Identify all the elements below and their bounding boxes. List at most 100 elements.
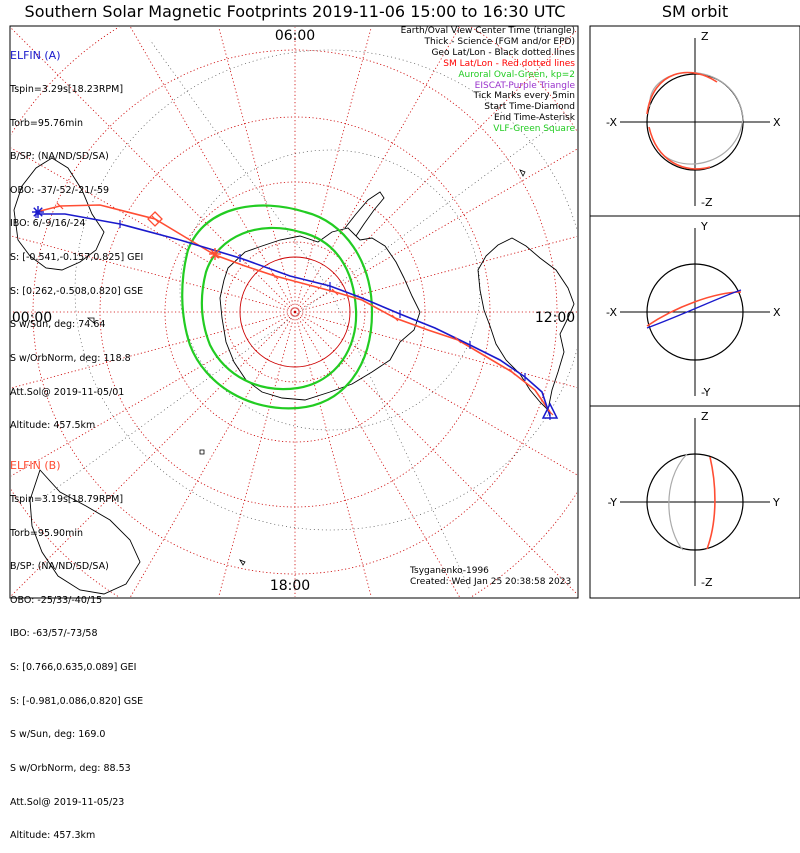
sm-meridian [11,311,296,389]
antarctica-coastline [219,227,421,401]
mlt-label-bottom: 18:00 [270,578,310,594]
sm-meridian [294,311,577,476]
elfin-orbit-yz [706,456,716,550]
elfin-orbit-xy-a [646,289,742,329]
elfin-b-tick [56,202,64,210]
elfin-a-info: ELFIN (A) Tspin=3.29s[18.23RPM] Torb=95.… [10,28,143,443]
elfin-b-info: ELFIN (B) Tspin=3.19s[18.79RPM] Torb=95.… [10,438,143,853]
elfin-b-tick [454,336,462,344]
auroral-oval [181,204,374,410]
footprint-tracks [32,202,559,420]
sm-meridian [11,147,296,313]
elfin-b-line: S: [-0.981,0.086,0.820] GSE [10,695,144,707]
elfin-b-tick [271,272,279,280]
sm-axis-label: X [773,306,781,319]
elfin-b-track [35,204,551,413]
earth-circle [646,263,744,361]
sm-orbit-title: SM orbit [661,2,729,21]
elfin-b-tick [508,368,516,376]
elfin-b-name: ELFIN (B) [10,459,61,473]
elfin-b-line: S w/Sun, deg: 169.0 [10,729,106,741]
sm-panel-2: Y -Y -X X [606,220,781,399]
elfin-a-track [36,213,551,417]
footprint-map: Z -Z -X X Y -Y -X X Z -Z -Y Y 06:00 00:00 12:00 18:… [9,25,800,599]
mlt-label-top: 06:00 [275,28,315,44]
elfin-a-line: Att.Sol@ 2019-11-05/01 [10,386,125,398]
elfin-a-line: IBO: 6/-9/16/-24 [10,218,86,230]
elfin-b-line: Tspin=3.19s[18.79RPM] [10,494,124,506]
map-frame [9,25,579,599]
australia-coastline [13,157,105,271]
sm-meridian [294,27,461,313]
legend-entry: SM Lat/Lon - Red dotted lines [443,58,575,69]
elfin-b-tick [546,408,554,416]
sm-meridian [129,27,296,313]
sm-orbit-panels: Z -Z -X X Y -Y -X X Z -Z -Y Y [606,30,781,589]
elfin-b-tick [331,288,339,296]
legend-entry: End Time-Asterisk [493,113,575,124]
start-time-diamond [147,211,163,227]
sm-axis-label: X [773,116,781,129]
legend-entry: EISCAT-Purple Triangle [474,80,575,91]
sm-axis-label: Z [701,30,709,43]
sm-panel-1: Z -Z -X X [606,30,781,209]
sm-meridian [294,311,577,388]
elfin-a-line: Altitude: 457.5km [10,420,96,432]
sm-meridian [294,27,372,313]
sm-meridian [218,311,296,597]
sm-axis-label: Y [772,496,780,509]
legend-entry: Start Time-Diamond [484,102,575,113]
mlt-label-right: 12:00 [535,310,575,326]
elfin-orbit-yz-gray [668,453,688,551]
elfin-b-tick [151,215,159,223]
sm-meridian [11,27,296,313]
elfin-a-line: S: [-0.541,-0.157,0.825] GEI [10,252,144,264]
sm-meridian [218,27,296,313]
elfin-b-line: B/SP: (NA/ND/SD/SA) [10,561,109,573]
elfin-b-tick [391,314,399,322]
elfin-a-line: Torb=95.76min [10,117,84,129]
elfin-b-line: IBO: -63/57/-73/58 [10,628,98,640]
sm-meridian [294,311,577,595]
sm-meridian [294,29,577,313]
elfin-a-line: S w/Sun, deg: 74.64 [10,319,106,331]
legend-entry: Tick Marks every 5min [473,91,575,102]
legend-entry: Geo Lat/Lon - Black dotted lines [431,47,575,58]
chart-title: Southern Solar Magnetic Footprints 2019-… [24,2,566,21]
elfin-b-line: OBO: -25/33/-40/15 [10,594,103,606]
created-date: Created: Wed Jan 25 20:38:58 2023 [410,577,572,587]
sm-meridian [294,311,372,597]
elfin-b-marker [210,249,220,259]
sm-axis-label: -X [606,306,617,319]
elfin-b-line: Altitude: 457.3km [10,830,96,842]
elfin-a-line: Tspin=3.29s[18.23RPM] [10,84,124,96]
legend-entry: Earth/Oval View Center Time (triangle) [400,26,575,36]
elfin-a-line: S: [0.262,-0.508,0.820] GSE [10,285,144,297]
sm-meridian [11,235,296,313]
mlt-label-left: 00:00 [12,310,52,326]
credit-block: Tsyganenko-1996 Created: Wed Jan 25 20:3… [410,566,571,588]
sm-meridian [294,148,577,313]
sm-axis-label: -Y [701,386,711,399]
africa-coastline [29,469,141,595]
sm-axis-label: -Y [608,496,618,509]
elfin-a-line: S w/OrbNorm, deg: 118.8 [10,352,131,364]
sm-axis-label: Y [700,220,708,233]
earth-circle [646,453,744,551]
legend: Earth/Oval View Center Time (triangle) Th… [401,26,575,135]
sm-panel-3-frame [589,405,800,599]
legend-entry: Auroral Oval-Green, kp=2 [458,69,575,80]
elfin-b-line: Att.Sol@ 2019-11-05/23 [10,796,125,808]
sm-axis-label: -Z [701,576,713,589]
sm-meridian [294,236,577,313]
sm-panel-3: Z -Z -Y Y [608,410,780,589]
sm-meridian [294,311,461,597]
elfin-b-line: S: [0.766,0.635,0.089] GEI [10,662,137,674]
elfin-a-line: OBO: -37/-52/-21/-59 [10,184,110,196]
end-time-asterisk [33,207,43,217]
sm-axis-label: Z [701,410,709,423]
model-name: Tsyganenko-1996 [410,566,489,576]
south-america-coastline [477,237,575,411]
sm-meridian [129,311,296,597]
elfin-a-orbit [646,71,718,170]
